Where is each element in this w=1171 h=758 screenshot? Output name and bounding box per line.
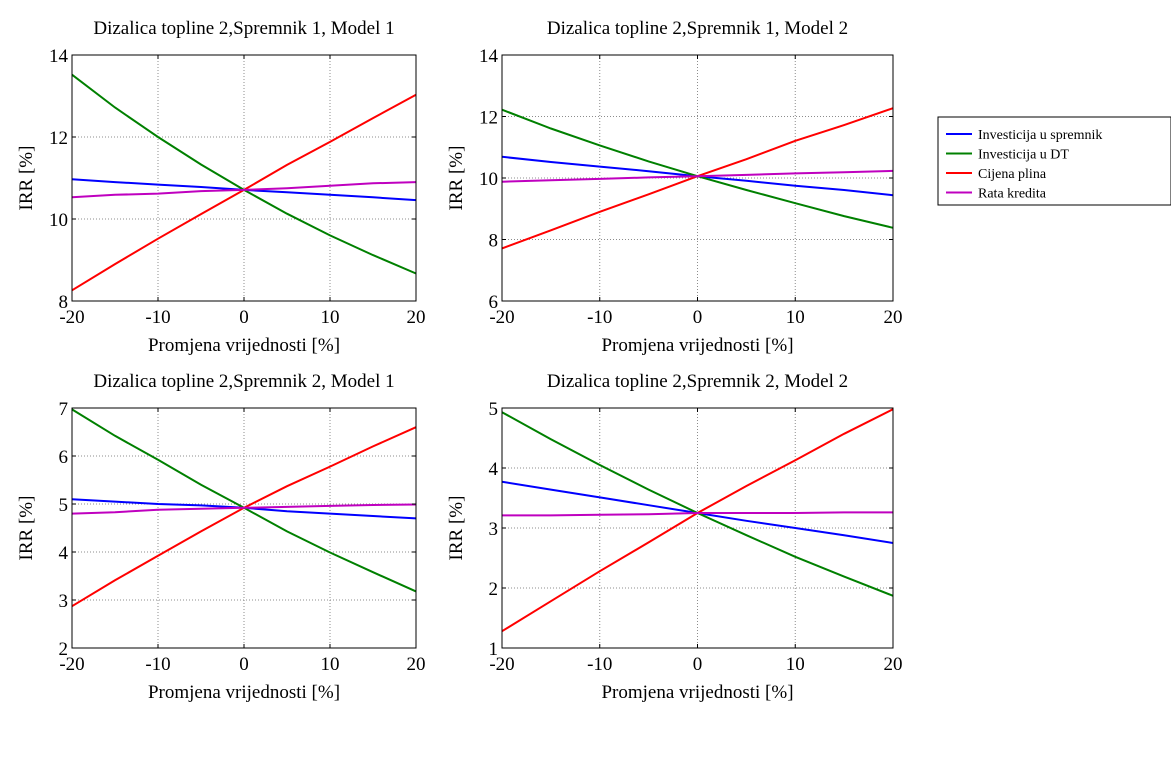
x-axis-label: Promjena vrijednosti [%]	[601, 682, 793, 703]
y-tick-label: 7	[59, 399, 69, 420]
x-axis-label: Promjena vrijednosti [%]	[601, 335, 793, 356]
x-tick-label: 0	[239, 307, 249, 328]
y-tick-label: 3	[489, 519, 499, 540]
y-tick-label: 10	[479, 169, 498, 190]
chart-title: Dizalica topline 2,Spremnik 2, Model 1	[93, 371, 394, 392]
y-tick-label: 12	[479, 108, 498, 129]
legend-label-3: Cijena plina	[978, 167, 1047, 182]
legend-label-2: Investicija u DT	[978, 148, 1069, 163]
y-tick-label: 5	[59, 495, 69, 516]
y-tick-label: 2	[489, 579, 499, 600]
x-axis-label: Promjena vrijednosti [%]	[148, 682, 340, 703]
legend-label-4: Rata kredita	[978, 187, 1047, 202]
x-tick-label: 10	[321, 654, 340, 675]
x-tick-label: 0	[693, 654, 703, 675]
y-tick-label: 6	[59, 447, 69, 468]
x-tick-label: -10	[587, 654, 612, 675]
series-line-4	[71, 181, 417, 199]
chart-title: Dizalica topline 2,Spremnik 2, Model 2	[547, 371, 848, 392]
y-tick-label: 3	[59, 591, 69, 612]
x-tick-label: -20	[489, 654, 514, 675]
y-tick-label: 14	[479, 46, 499, 67]
legend: Investicija u spremnik Investicija u DT Ci…	[937, 116, 1171, 206]
y-tick-label: 6	[489, 292, 499, 313]
y-axis-label: IRR [%]	[16, 146, 37, 211]
x-tick-label: 10	[786, 654, 805, 675]
y-tick-label: 4	[59, 543, 69, 564]
x-tick-label: 20	[407, 307, 426, 328]
y-tick-label: 5	[489, 399, 499, 420]
x-tick-label: -10	[587, 307, 612, 328]
y-tick-label: 2	[59, 639, 69, 660]
y-axis-label: IRR [%]	[446, 146, 467, 211]
x-tick-label: -10	[145, 654, 170, 675]
chart-panel-2: -20 -10 0 10 20 6 8 10 12 14 Dizalica topline 2,Sp…	[446, 18, 903, 356]
x-tick-label: -20	[59, 654, 84, 675]
series-line-4	[71, 503, 417, 515]
chart-panel-3: -20 -10 0 10 20 2 3 4 5 6 7 Dizalica topline 2,Spre…	[16, 371, 426, 703]
x-tick-label: 10	[786, 307, 805, 328]
legend-box	[937, 116, 1171, 206]
x-tick-label: 20	[407, 654, 426, 675]
y-tick-label: 14	[49, 46, 69, 67]
y-tick-label: 10	[49, 210, 68, 231]
x-tick-label: 20	[884, 307, 903, 328]
x-tick-label: -20	[489, 307, 514, 328]
x-tick-label: 10	[321, 307, 340, 328]
legend-label-1: Investicija u spremnik	[978, 128, 1102, 143]
chart-title: Dizalica topline 2,Spremnik 1, Model 1	[93, 18, 394, 39]
x-tick-label: 0	[693, 307, 703, 328]
y-tick-label: 12	[49, 128, 68, 149]
y-tick-label: 8	[59, 292, 69, 313]
x-axis-label: Promjena vrijednosti [%]	[148, 335, 340, 356]
series-line-4	[501, 169, 894, 183]
series-line-4	[502, 511, 893, 517]
x-tick-label: 20	[884, 654, 903, 675]
x-tick-label: -20	[59, 307, 84, 328]
y-axis-label: IRR [%]	[446, 496, 467, 561]
y-tick-label: 1	[489, 639, 499, 660]
x-tick-label: -10	[145, 307, 170, 328]
y-tick-label: 4	[489, 459, 499, 480]
x-tick-label: 0	[239, 654, 249, 675]
y-axis-label: IRR [%]	[16, 496, 37, 561]
y-tick-label: 8	[489, 231, 499, 252]
chart-panel-4: -20 -10 0 10 20 1 2 3 4 5 Dizalica topline 2,Sprem…	[446, 371, 903, 703]
chart-panel-1: -20 -10 0 10 20 8 10 12 14 Dizalica topline 2,Spr…	[16, 18, 426, 356]
chart-title: Dizalica topline 2,Spremnik 1, Model 2	[547, 18, 848, 39]
